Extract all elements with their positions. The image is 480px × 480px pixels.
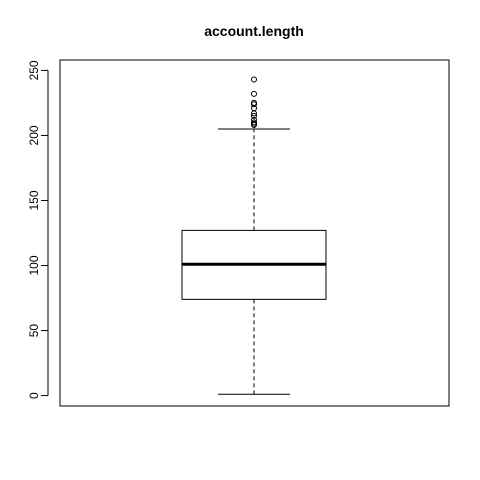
outlier-point (251, 101, 257, 108)
y-tick-label: 0 (27, 392, 41, 399)
y-tick-label: 100 (27, 255, 41, 275)
outlier-point (251, 110, 257, 117)
y-tick-label: 250 (27, 60, 41, 80)
y-tick-label: 50 (27, 324, 41, 338)
y-axis: 0 50 100 150 200 250 (27, 60, 49, 399)
chart-title: account.length (204, 23, 304, 39)
outlier-point (251, 112, 257, 119)
y-tick-label: 150 (27, 190, 41, 210)
outlier-point (251, 122, 257, 129)
outlier-point (251, 76, 257, 83)
plot-frame (59, 59, 450, 407)
y-tick-label: 200 (27, 125, 41, 145)
box-plot (181, 76, 327, 395)
outlier-point (251, 90, 257, 97)
